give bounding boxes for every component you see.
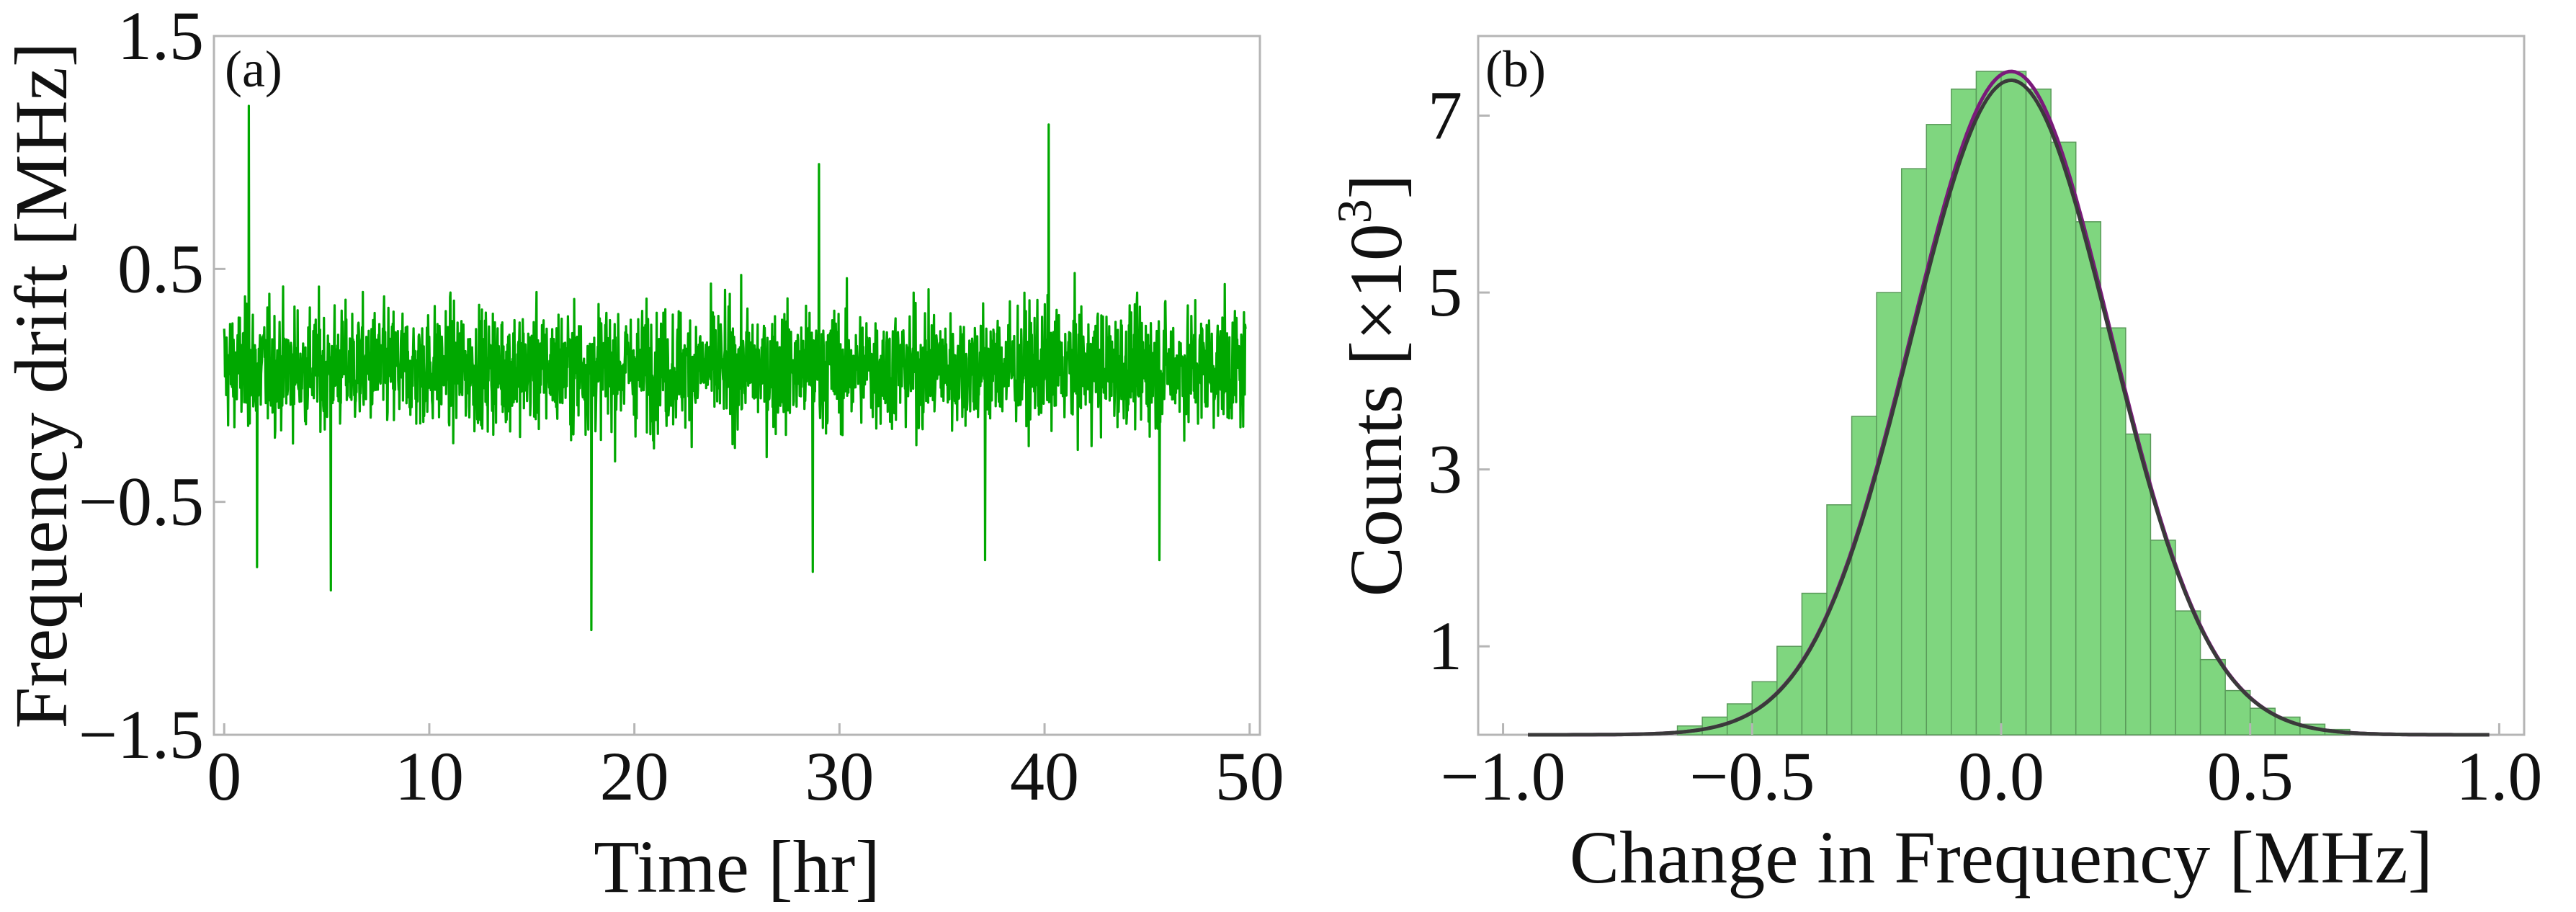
panel-a-xtick-label: 20 [600, 738, 669, 815]
panel-a-xtick-label: 40 [1010, 738, 1079, 815]
panel-a-drift-line [223, 104, 1247, 632]
histogram-bar [1826, 504, 1853, 736]
panel-a-xtick-label: 50 [1215, 738, 1284, 815]
panel-a-xtick-label: 30 [805, 738, 874, 815]
panel-a-xlabel: Time [hr] [594, 826, 880, 908]
panel-b: −1.0 −0.5 0.0 0.5 1.0 1 3 5 7 (b) Change in Fre… [1327, 35, 2542, 899]
histogram-bar [1851, 416, 1877, 736]
panel-a-xticks: 0 10 20 30 40 50 [207, 723, 1284, 815]
histogram-bar [1926, 124, 1952, 736]
histogram-bar [1900, 168, 1928, 736]
histogram-bar [1801, 592, 1828, 736]
panel-b-bars [1676, 71, 2351, 736]
histogram-bar [2000, 71, 2027, 736]
panel-b-ylabel-close: ] [1335, 174, 1418, 200]
panel-a-yticks: −1.5 −0.5 0.5 1.5 [79, 0, 225, 773]
panel-b-ylabel-main: Counts [×10 [1335, 223, 1418, 596]
panel-a-xtick-label: 0 [207, 738, 241, 815]
panel-a-frame [213, 35, 1261, 736]
histogram-bar [2075, 221, 2102, 736]
panel-a-series [223, 104, 1247, 632]
histogram-bar [2025, 88, 2052, 736]
panel-b-yticks: 1 3 5 7 [1428, 77, 1490, 684]
histogram-bar [2150, 540, 2176, 736]
histogram-bar [2050, 141, 2077, 736]
panel-a: 0 10 20 30 40 50 −1.5 −0.5 0.5 1.5 (a) Time [hr]… [0, 0, 1284, 908]
histogram-bar [1951, 88, 1977, 736]
panel-b-ytick-label: 5 [1428, 254, 1462, 331]
panel-b-ytick-label: 3 [1428, 431, 1462, 508]
panel-b-xtick-label: 0.5 [2207, 738, 2294, 815]
histogram-bar [1975, 71, 2002, 736]
panel-b-ytick-label: 7 [1428, 77, 1462, 154]
panel-b-xtick-label: −1.0 [1441, 738, 1566, 815]
panel-b-xticks: −1.0 −0.5 0.0 0.5 1.0 [1441, 723, 2542, 815]
panel-a-label: (a) [225, 40, 282, 98]
panel-a-ytick-label: −1.5 [79, 696, 204, 773]
panel-b-label: (b) [1485, 40, 1546, 98]
histogram-bar [2224, 689, 2251, 736]
panel-b-xtick-label: 1.0 [2456, 738, 2542, 815]
fit-curve [1528, 78, 2490, 737]
panel-a-ytick-label: 0.5 [117, 230, 204, 307]
panel-b-fits [1528, 69, 2490, 737]
panel-b-xlabel: Change in Frequency [MHz] [1570, 816, 2433, 899]
panel-a-ylabel: Frequency drift [MHz] [0, 42, 83, 728]
panel-b-ylabel: Counts [×103] [1327, 174, 1418, 597]
panel-a-xtick-label: 10 [395, 738, 464, 815]
panel-b-ylabel-exp: 3 [1327, 199, 1382, 223]
panel-a-ytick-label: −0.5 [79, 463, 204, 540]
panel-b-ytick-label: 1 [1428, 607, 1462, 684]
histogram-bar [2175, 610, 2201, 736]
panel-a-ytick-label: 1.5 [117, 0, 204, 74]
panel-b-xtick-label: 0.0 [1958, 738, 2044, 815]
histogram-bar [2199, 658, 2226, 736]
histogram-bar [1876, 292, 1902, 736]
panel-b-xtick-label: −0.5 [1689, 738, 1815, 815]
